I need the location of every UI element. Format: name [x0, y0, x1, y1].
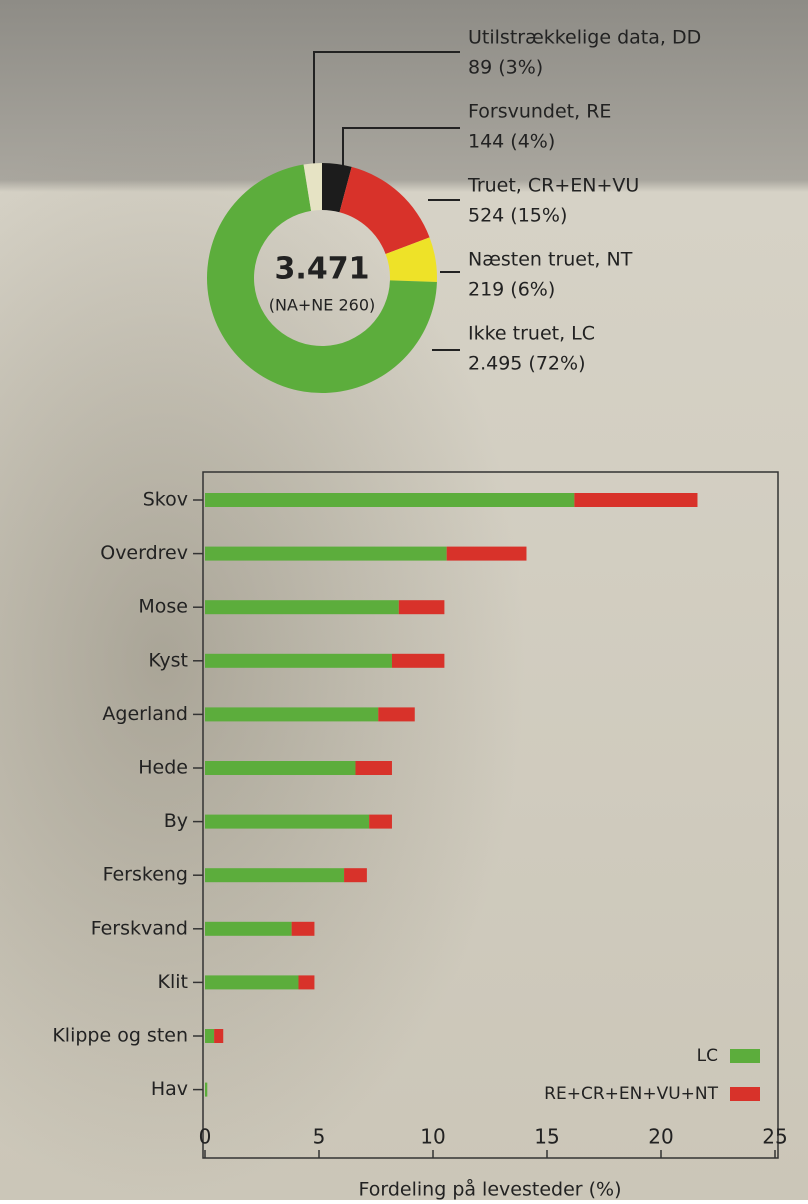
y-tick-label: Skov — [143, 489, 188, 511]
y-tick-label: Klippe og sten — [52, 1025, 188, 1047]
bar-segment — [214, 1029, 224, 1043]
bar-segment — [205, 814, 370, 829]
bar-segment — [205, 546, 447, 561]
x-axis-label: Fordeling på levesteder (%) — [359, 1178, 622, 1201]
bar-segment — [205, 600, 399, 615]
segment-value-label: 524 (15%) — [468, 205, 567, 227]
y-tick-label: Hede — [138, 757, 188, 779]
bar-segment — [205, 707, 379, 722]
bar-segment — [205, 921, 292, 936]
bar-segment — [446, 546, 527, 561]
x-tick-label: 10 — [420, 1125, 445, 1149]
y-tick-label: By — [164, 810, 188, 832]
leader-line — [313, 51, 460, 168]
y-tick-label: Ferskeng — [103, 864, 188, 886]
segment-value-label: 144 (4%) — [468, 131, 555, 153]
x-tick-label: 25 — [762, 1125, 787, 1149]
bar-segment — [378, 707, 415, 722]
segment-label: Forsvundet, RE — [468, 101, 611, 123]
segment-value-label: 2.495 (72%) — [468, 353, 586, 375]
donut-segment — [206, 164, 437, 394]
x-tick-label: 5 — [313, 1125, 326, 1149]
y-tick-label: Overdrev — [100, 542, 188, 564]
segment-label: Utilstrækkelige data, DD — [468, 27, 701, 49]
x-tick-label: 15 — [534, 1125, 559, 1149]
bar-segment — [398, 600, 445, 615]
bar-segment — [205, 1082, 208, 1097]
donut-segment — [385, 237, 437, 283]
bar-segment — [205, 1029, 215, 1043]
center-sublabel: (NA+NE 260) — [269, 296, 376, 315]
segment-value-label: 89 (3%) — [468, 57, 543, 79]
y-tick-label: Mose — [138, 596, 188, 618]
y-tick-label: Agerland — [102, 703, 188, 725]
bar-segment — [205, 975, 299, 990]
donut-segment — [339, 166, 430, 254]
segment-label: Ikke truet, LC — [468, 323, 595, 345]
x-tick-label: 20 — [648, 1125, 673, 1149]
segment-label: Truet, CR+EN+VU — [467, 175, 639, 197]
y-tick-label: Ferskvand — [91, 917, 188, 939]
y-tick-label: Hav — [151, 1078, 188, 1100]
legend-swatch — [730, 1087, 760, 1101]
leader-line — [342, 127, 460, 168]
plot-frame — [202, 471, 779, 1159]
x-tick-label: 0 — [199, 1125, 212, 1149]
segment-label: Næsten truet, NT — [468, 249, 633, 271]
legend-label: RE+CR+EN+VU+NT — [544, 1084, 718, 1104]
segment-value-label: 219 (6%) — [468, 279, 555, 301]
donut-segment — [303, 163, 322, 211]
bar-segment — [291, 921, 315, 936]
bar-segment — [369, 814, 392, 829]
y-tick-label: Kyst — [148, 649, 188, 671]
bar-segment — [298, 975, 315, 990]
bar-segment — [344, 868, 367, 883]
y-tick-label: Klit — [158, 971, 188, 993]
bar-segment — [391, 653, 445, 668]
bar-segment — [205, 761, 356, 775]
legend-swatch — [730, 1049, 760, 1063]
center-label: 3.471 — [275, 252, 370, 287]
bar-segment — [355, 761, 392, 775]
legend-label: LC — [697, 1046, 718, 1066]
bar-segment — [574, 493, 698, 507]
bar-segment — [205, 653, 392, 668]
bar-segment — [205, 493, 575, 507]
leader-lines — [313, 51, 460, 351]
bar-segment — [205, 868, 345, 883]
donut-segment — [322, 162, 352, 213]
